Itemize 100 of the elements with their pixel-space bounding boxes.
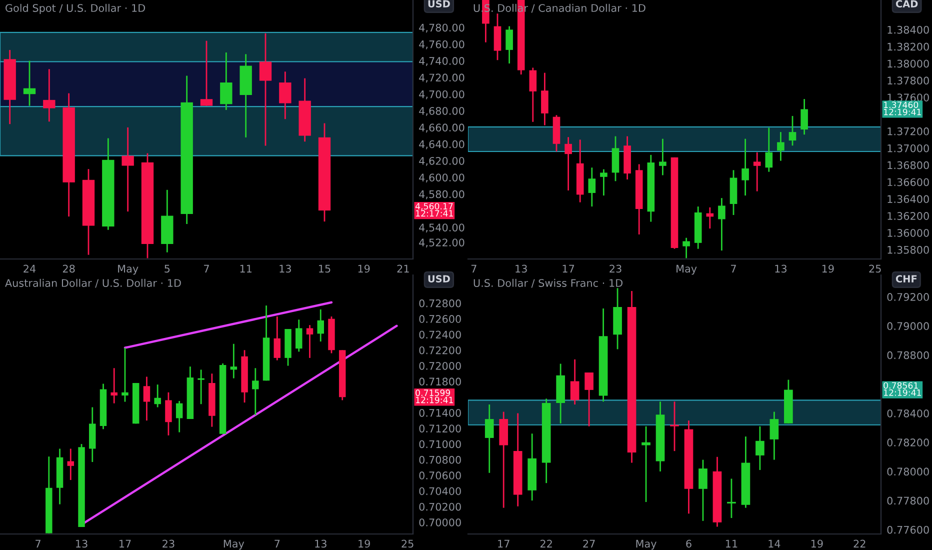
candlestick <box>110 367 118 404</box>
y-tick-label: 0.72600 <box>419 315 461 323</box>
y-tick-label: 4,660.00 <box>419 124 464 133</box>
x-tick-label: 28 <box>62 264 75 273</box>
y-tick-label: 4,720.00 <box>419 74 464 83</box>
candlestick <box>529 67 537 123</box>
y-tick-label: 4,780.00 <box>419 24 464 33</box>
y-tick-label: 0.71400 <box>419 408 461 417</box>
chart-title: Gold Spot / U.S. Dollar · 1D <box>6 4 146 14</box>
x-tick-label: May <box>224 540 244 550</box>
y-tick-label: 4,540.00 <box>419 224 464 233</box>
candlestick <box>259 32 272 146</box>
y-tick-label: 0.79200 <box>887 293 929 301</box>
y-tick-label: 4,760.00 <box>419 40 464 50</box>
candlestick <box>252 367 259 416</box>
x-tick-label: 7 <box>204 264 209 272</box>
y-tick-label: 0.71800 <box>419 378 461 386</box>
y-tick-label: 1.37200 <box>888 127 929 136</box>
x-tick-label: 22 <box>854 540 866 548</box>
candlestick <box>541 72 548 126</box>
y-tick-label: 0.70600 <box>419 472 461 480</box>
x-tick-label: 13 <box>516 264 527 273</box>
candlestick <box>154 384 161 408</box>
candlestick <box>588 166 596 208</box>
candlestick <box>718 197 726 252</box>
x-tick-label: 25 <box>402 540 414 548</box>
candlestick <box>682 237 690 259</box>
candlestick <box>770 411 779 460</box>
y-tick-label: 0.78400 <box>887 409 929 418</box>
candlestick <box>230 343 238 379</box>
candlestick <box>122 347 128 402</box>
candlestick <box>765 127 773 173</box>
x-tick-label: 19 <box>358 540 370 548</box>
x-tick-label: 21 <box>397 264 409 272</box>
x-tick-label: May <box>676 264 697 275</box>
candlestick <box>659 138 666 176</box>
y-tick-label: 1.37800 <box>888 76 929 85</box>
candlestick <box>742 138 749 196</box>
x-tick-label: May <box>636 540 656 550</box>
y-tick-label: 0.70400 <box>419 487 461 496</box>
y-tick-label: 0.70000 <box>419 518 461 526</box>
candlestick <box>570 358 580 406</box>
y-axis-title: USD <box>428 0 450 8</box>
y-tick-label: 0.78200 <box>887 438 929 446</box>
candlestick <box>756 426 764 471</box>
x-tick-label: 24 <box>24 264 36 272</box>
text: 4,560.17 12:17:41 <box>415 202 453 217</box>
y-tick-label: 0.72800 <box>419 299 461 308</box>
y-tick-label: 4,700.00 <box>419 90 464 100</box>
x-tick-label: 17 <box>562 264 574 272</box>
candlestick <box>506 26 513 64</box>
y-axis-title: USD <box>428 275 450 282</box>
x-tick-label: 7 <box>36 540 40 548</box>
text: 0.71599 12:19:41 <box>416 390 453 404</box>
y-tick-label: 0.71000 <box>419 440 461 448</box>
x-tick-label: May <box>118 264 138 275</box>
chart-title: Australian Dollar / U.S. Dollar · 1D <box>5 278 181 288</box>
candlestick <box>279 70 292 120</box>
candlestick <box>777 131 784 162</box>
y-tick-label: 4,680.00 <box>419 106 464 116</box>
x-tick-label: 17 <box>120 540 131 548</box>
y-tick-label: 0.77800 <box>887 496 929 505</box>
candlestick <box>670 400 679 452</box>
chart-title: U.S. Dollar / Swiss Franc · 1D <box>474 278 622 288</box>
y-tick-label: 4,620.00 <box>419 156 464 166</box>
x-tick-label: 14 <box>768 540 780 548</box>
y-axis-title: CAD <box>896 0 918 8</box>
x-tick-label: 13 <box>315 540 326 548</box>
candlestick <box>274 316 281 361</box>
candlestick <box>788 115 796 146</box>
candlestick <box>122 126 134 212</box>
candlestick <box>200 40 213 106</box>
y-tick-label: 4,600.00 <box>419 174 464 183</box>
candlestick <box>753 152 761 192</box>
x-tick-label: 11 <box>726 540 738 548</box>
candlestick <box>23 60 36 106</box>
x-tick-label: 11 <box>240 264 252 272</box>
y-tick-label: 1.38000 <box>888 60 929 68</box>
x-tick-label: 19 <box>358 264 370 273</box>
candlestick <box>296 318 302 352</box>
y-tick-label: 1.36000 <box>888 228 929 237</box>
y-tick-label: 1.38200 <box>888 42 929 51</box>
y-tick-label: 0.77600 <box>887 526 929 534</box>
x-tick-label: 23 <box>610 264 622 273</box>
candlestick <box>484 404 494 474</box>
y-tick-label: 4,740.00 <box>419 57 464 66</box>
y-tick-label: 0.71200 <box>419 424 461 432</box>
candlestick <box>600 168 608 196</box>
y-tick-label: 1.36800 <box>888 161 929 170</box>
candlestick <box>67 448 74 481</box>
y-tick-label: 0.72400 <box>419 330 461 339</box>
candlestick <box>564 136 572 192</box>
text: 1.37460 12:19:41 <box>884 102 921 116</box>
x-tick-label: 5 <box>164 264 170 273</box>
y-tick-label: 0.72000 <box>419 362 461 370</box>
candlestick <box>176 400 183 433</box>
candlestick <box>143 376 150 422</box>
candlestick <box>306 324 314 359</box>
candlestick <box>584 372 594 428</box>
x-tick-label: 27 <box>583 540 595 548</box>
